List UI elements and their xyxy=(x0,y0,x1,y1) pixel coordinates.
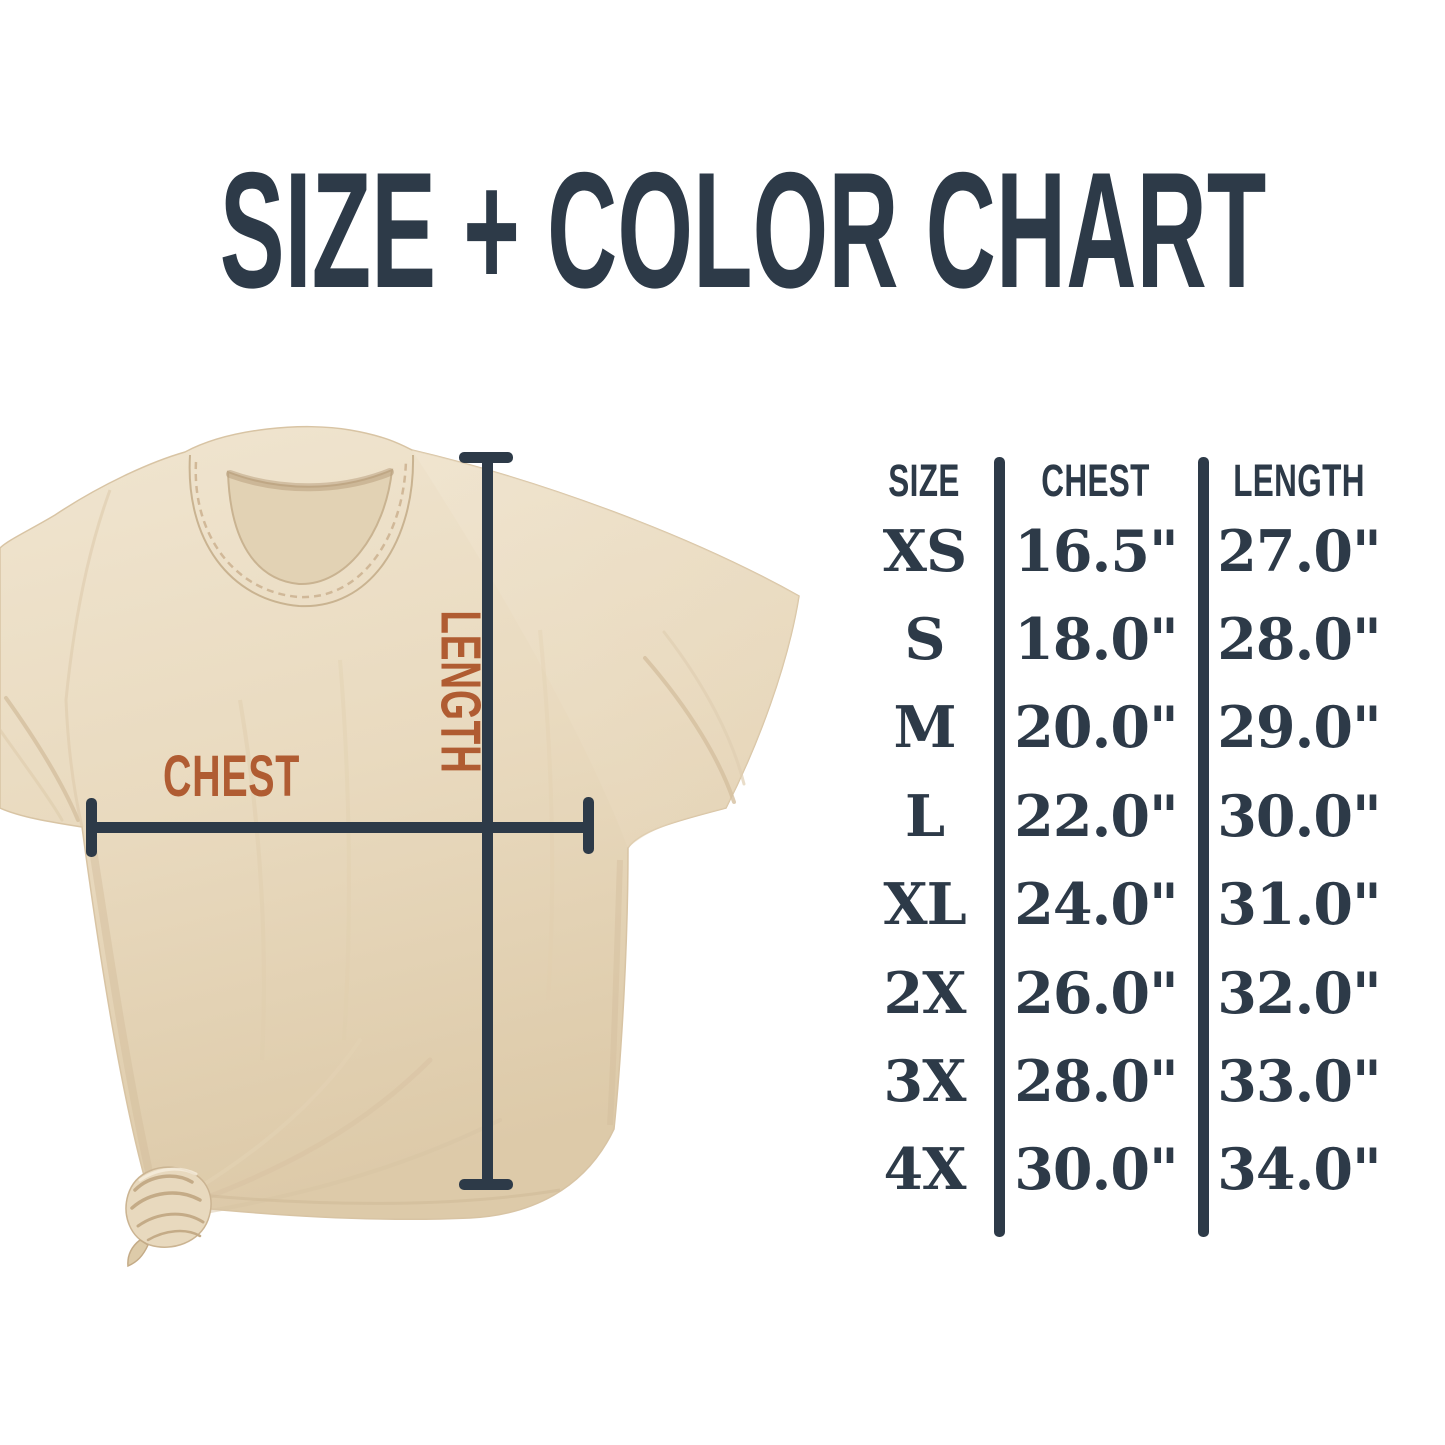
knot-bundle xyxy=(125,1166,212,1248)
length-cell: 34.0" xyxy=(1217,1136,1382,1204)
side-shadow-right xyxy=(607,859,623,1126)
knot-fold xyxy=(203,1118,502,1214)
hem-knot xyxy=(125,1166,212,1268)
length-dimension-label: LENGTH xyxy=(428,610,493,774)
size-table-grid: SIZE CHEST LENGTH XS 16.5" 27.0" S 18.0" 28.0… xyxy=(855,436,1430,1214)
collar xyxy=(188,454,415,608)
chest-cell: 18.0" xyxy=(1014,606,1179,674)
side-shadow xyxy=(86,829,156,1186)
collar-outer-seam xyxy=(188,454,415,608)
tshirt-illustration xyxy=(0,425,800,1268)
tshirt-sleeve-right xyxy=(412,450,799,848)
size-cell: M xyxy=(893,694,956,762)
chest-measure-line xyxy=(92,822,589,833)
length-cell: 30.0" xyxy=(1217,782,1382,850)
length-cell: 29.0" xyxy=(1217,694,1382,762)
left-shoulder-seam xyxy=(64,489,112,828)
page-title: SIZE + COLOR CHART xyxy=(0,148,1445,313)
knot-twist xyxy=(133,1174,194,1192)
size-cell: XL xyxy=(883,871,966,939)
chest-line-right-cap xyxy=(583,797,594,854)
knot-tail xyxy=(127,1239,149,1268)
chest-line-left-cap xyxy=(86,798,97,857)
size-cell: 3X xyxy=(883,1048,967,1116)
size-cell: 4X xyxy=(883,1136,967,1204)
knot-twist xyxy=(136,1212,205,1228)
knot-twist xyxy=(130,1191,202,1210)
table-divider-1 xyxy=(994,457,1005,1237)
left-cuff-fold xyxy=(4,696,80,822)
sleeve-cuff-fold xyxy=(643,656,736,804)
length-cell: 28.0" xyxy=(1217,606,1382,674)
wrinkle xyxy=(538,629,555,1001)
chest-cell: 28.0" xyxy=(1014,1048,1179,1116)
knot-highlight xyxy=(138,1167,198,1182)
size-table: SIZE CHEST LENGTH XS 16.5" 27.0" S 18.0" 28.0… xyxy=(855,436,1430,1237)
size-column-header: SIZE xyxy=(888,455,961,506)
knot-fold xyxy=(197,1057,433,1203)
length-line-top-cap xyxy=(459,452,513,463)
chest-cell: 30.0" xyxy=(1014,1136,1179,1204)
page-title-text: SIZE + COLOR CHART xyxy=(219,138,1267,322)
chest-cell: 16.5" xyxy=(1014,517,1179,585)
length-cell: 27.0" xyxy=(1217,517,1382,585)
length-column-header: LENGTH xyxy=(1233,455,1365,506)
length-line-bottom-cap xyxy=(459,1179,513,1190)
size-cell: S xyxy=(904,606,945,674)
knot-twist xyxy=(146,1229,202,1242)
sleeve-cuff-fold-2 xyxy=(662,630,746,786)
length-measure-line xyxy=(482,458,493,1185)
length-cell: 32.0" xyxy=(1217,959,1382,1027)
wrinkle xyxy=(338,659,351,1041)
knot-fold xyxy=(193,1038,362,1192)
chest-cell: 20.0" xyxy=(1014,694,1179,762)
size-cell: L xyxy=(904,782,945,850)
length-cell: 33.0" xyxy=(1217,1048,1382,1116)
collar-stitching xyxy=(194,459,408,599)
table-divider-2 xyxy=(1198,457,1209,1237)
size-cell: 2X xyxy=(883,959,967,1027)
hem-crease xyxy=(199,1188,561,1205)
length-cell: 31.0" xyxy=(1217,871,1382,939)
chest-cell: 26.0" xyxy=(1014,959,1179,1027)
chest-cell: 24.0" xyxy=(1014,871,1179,939)
size-cell: XS xyxy=(882,517,967,585)
chest-column-header: CHEST xyxy=(1041,455,1151,506)
left-cuff-fold-2 xyxy=(0,728,64,822)
chest-cell: 22.0" xyxy=(1014,782,1179,850)
chest-dimension-label: CHEST xyxy=(163,744,301,809)
collar-inner-shadow xyxy=(226,468,394,492)
wrinkle xyxy=(238,699,266,1061)
